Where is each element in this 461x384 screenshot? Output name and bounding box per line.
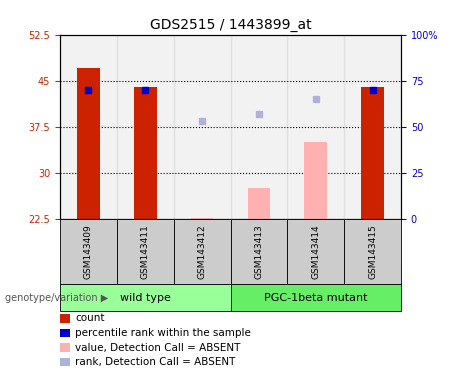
Bar: [60, 284, 230, 311]
Bar: [117, 219, 174, 284]
Text: wild type: wild type: [120, 293, 171, 303]
Bar: [77, 68, 100, 219]
Bar: [304, 142, 327, 219]
Bar: [230, 284, 401, 311]
Text: GSM143413: GSM143413: [254, 224, 263, 279]
Bar: [174, 219, 230, 284]
Text: rank, Detection Call = ABSENT: rank, Detection Call = ABSENT: [75, 357, 236, 367]
Bar: [344, 219, 401, 284]
Bar: [134, 87, 157, 219]
Text: percentile rank within the sample: percentile rank within the sample: [75, 328, 251, 338]
Bar: [230, 35, 287, 219]
Bar: [248, 188, 270, 219]
Text: GSM143415: GSM143415: [368, 224, 377, 279]
Bar: [60, 219, 117, 284]
Text: GSM143414: GSM143414: [311, 224, 320, 279]
Text: GSM143411: GSM143411: [141, 224, 150, 279]
Bar: [287, 35, 344, 219]
Text: genotype/variation ▶: genotype/variation ▶: [5, 293, 108, 303]
Bar: [287, 219, 344, 284]
Bar: [361, 87, 384, 219]
Bar: [344, 35, 401, 219]
Text: PGC-1beta mutant: PGC-1beta mutant: [264, 293, 367, 303]
Bar: [60, 35, 117, 219]
Bar: [191, 218, 213, 219]
Text: count: count: [75, 313, 105, 323]
Text: GSM143412: GSM143412: [198, 224, 207, 279]
Title: GDS2515 / 1443899_at: GDS2515 / 1443899_at: [150, 18, 311, 32]
Bar: [174, 35, 230, 219]
Text: value, Detection Call = ABSENT: value, Detection Call = ABSENT: [75, 343, 241, 353]
Bar: [230, 219, 287, 284]
Text: GSM143409: GSM143409: [84, 224, 93, 279]
Bar: [117, 35, 174, 219]
